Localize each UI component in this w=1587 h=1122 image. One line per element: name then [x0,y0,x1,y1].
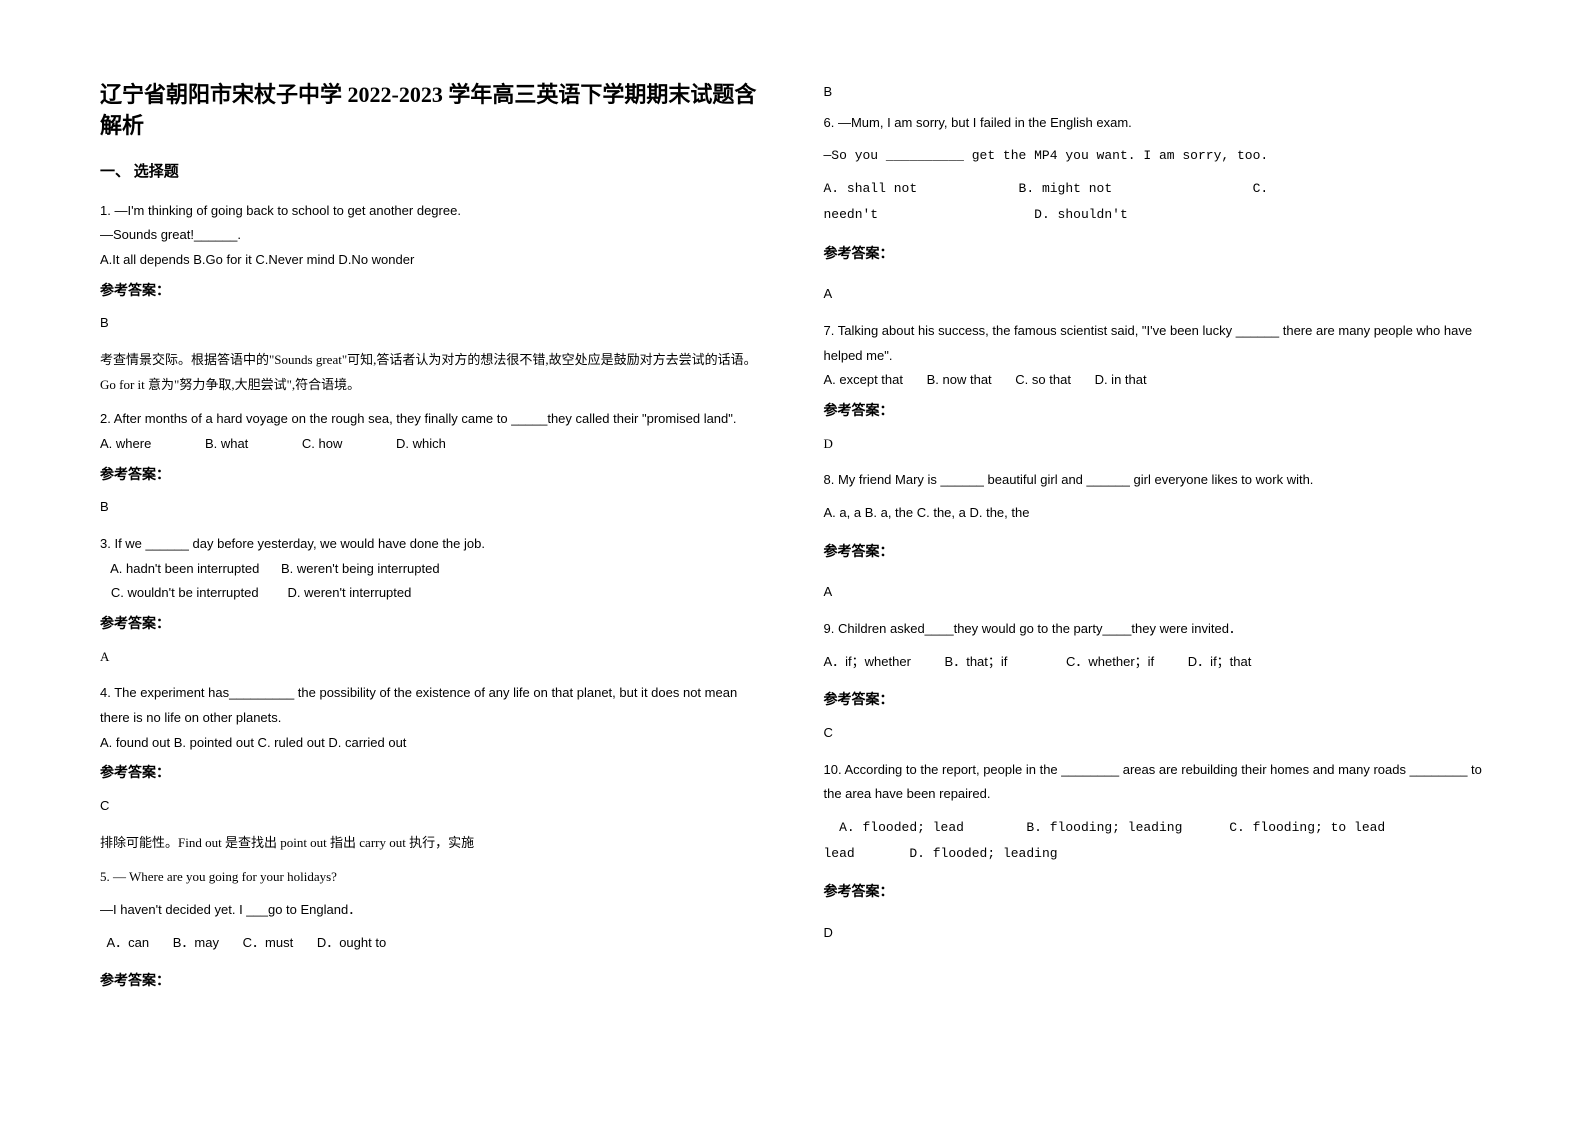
answer-label: 参考答案： [824,399,1488,426]
answer-label: 参考答案： [824,242,1488,269]
q7-optA: A. except that [824,368,904,393]
q2-optC: C. how [302,432,342,457]
q3-options-row1: A. hadn't been interrupted B. weren't be… [100,557,764,582]
answer-label: 参考答案： [100,463,764,490]
q3-optC: C. wouldn't be interrupted [100,585,259,600]
q6-optB: B. might not [1019,181,1113,196]
q10-options: A. flooded; lead B. flooding; leading C.… [824,815,1488,866]
q2-optB: B. what [205,432,248,457]
q7-text: 7. Talking about his success, the famous… [824,319,1488,368]
q5-options: A．can B．may C．must D．ought to [100,931,764,956]
q8-answer: A [824,580,1488,605]
q9-optA: A．if；whether [824,650,911,675]
q3-options-row2: C. wouldn't be interrupted D. weren't in… [100,581,764,606]
q8-options: A. a, a B. a, the C. the, a D. the, the [824,501,1488,526]
q9-optD: D．if；that [1188,650,1252,675]
q1-options: A.It all depends B.Go for it C.Never min… [100,248,764,273]
q5-optC: C．must [243,931,294,956]
q10-optA: A. flooded; lead [824,820,964,835]
q9-options: A．if；whether B．that；if C．whether；if D．if… [824,650,1488,675]
q5-line2: —I haven't decided yet. I ___go to Engla… [100,898,764,923]
q2-answer: B [100,495,764,520]
answer-label: 参考答案： [100,279,764,306]
q6-optC-label: C. [1253,181,1269,196]
q5-line1: 5. — Where are you going for your holida… [100,865,764,890]
q6-optC: needn't [824,207,879,222]
q9-optB: B．that；if [945,650,1008,675]
q2-text: 2. After months of a hard voyage on the … [100,407,764,432]
q7-answer: D [824,432,1488,457]
q3-optB: B. weren't being interrupted [281,561,440,576]
q5-optD: D．ought to [317,931,386,956]
q4-answer: C [100,794,764,819]
q10-optC: C. flooding; to lead [1229,820,1385,835]
question-7: 7. Talking about his success, the famous… [824,319,1488,456]
q6-optD: D. shouldn't [1034,207,1128,222]
q10-optB: B. flooding; leading [1026,820,1182,835]
q6-optA: A. shall not [824,181,918,196]
q8-text: 8. My friend Mary is ______ beautiful gi… [824,468,1488,493]
question-2: 2. After months of a hard voyage on the … [100,407,764,520]
q7-optD: D. in that [1095,368,1147,393]
q9-answer: C [824,721,1488,746]
q1-answer: B [100,311,764,336]
q7-options: A. except that B. now that C. so that D.… [824,368,1488,393]
q6-line2: —So you __________ get the MP4 you want.… [824,144,1488,169]
question-3: 3. If we ______ day before yesterday, we… [100,532,764,669]
section-heading: 一、 选择题 [100,160,764,181]
answer-label: 参考答案： [824,540,1488,567]
q2-options: A. where B. what C. how D. which [100,432,764,457]
q3-answer: A [100,645,764,670]
q9-optC: C．whether；if [1066,650,1154,675]
q2-optD: D. which [396,432,446,457]
answer-label: 参考答案： [100,969,764,996]
q1-explanation: 考查情景交际。根据答语中的"Sounds great"可知,答话者认为对方的想法… [100,348,764,397]
answer-label: 参考答案： [824,880,1488,907]
q3-optA: A. hadn't been interrupted [100,561,259,576]
answer-label: 参考答案： [100,761,764,788]
q2-optA: A. where [100,432,151,457]
q10-text: 10. According to the report, people in t… [824,758,1488,807]
q7-optB: B. now that [927,368,992,393]
question-8: 8. My friend Mary is ______ beautiful gi… [824,468,1488,605]
q3-optD: D. weren't interrupted [287,585,411,600]
question-4: 4. The experiment has_________ the possi… [100,681,764,855]
q6-line1: 6. —Mum, I am sorry, but I failed in the… [824,111,1488,136]
q10-answer: D [824,921,1488,946]
q4-text: 4. The experiment has_________ the possi… [100,681,764,730]
q10-optD: D. flooded; leading [909,846,1057,861]
q5-answer: B [824,84,1488,99]
q6-options: A. shall not B. might not C. needn't D. … [824,176,1488,227]
answer-label: 参考答案： [100,612,764,639]
question-10: 10. According to the report, people in t… [824,758,1488,946]
q5-optA: A．can [100,931,149,956]
question-6: 6. —Mum, I am sorry, but I failed in the… [824,111,1488,307]
q5-optB: B．may [173,931,219,956]
q1-line1: 1. —I'm thinking of going back to school… [100,199,764,224]
q1-line2: —Sounds great!______. [100,223,764,248]
q4-explanation: 排除可能性。Find out 是查找出 point out 指出 carry o… [100,831,764,856]
answer-label: 参考答案： [824,688,1488,715]
q9-text: 9. Children asked____they would go to th… [824,617,1488,642]
q7-optC: C. so that [1015,368,1071,393]
q3-text: 3. If we ______ day before yesterday, we… [100,532,764,557]
q4-options: A. found out B. pointed out C. ruled out… [100,731,764,756]
question-9: 9. Children asked____they would go to th… [824,617,1488,746]
q6-answer: A [824,282,1488,307]
question-5: 5. — Where are you going for your holida… [100,865,764,996]
question-1: 1. —I'm thinking of going back to school… [100,199,764,398]
exam-title: 辽宁省朝阳市宋杖子中学 2022-2023 学年高三英语下学期期末试题含解析 [100,80,764,142]
